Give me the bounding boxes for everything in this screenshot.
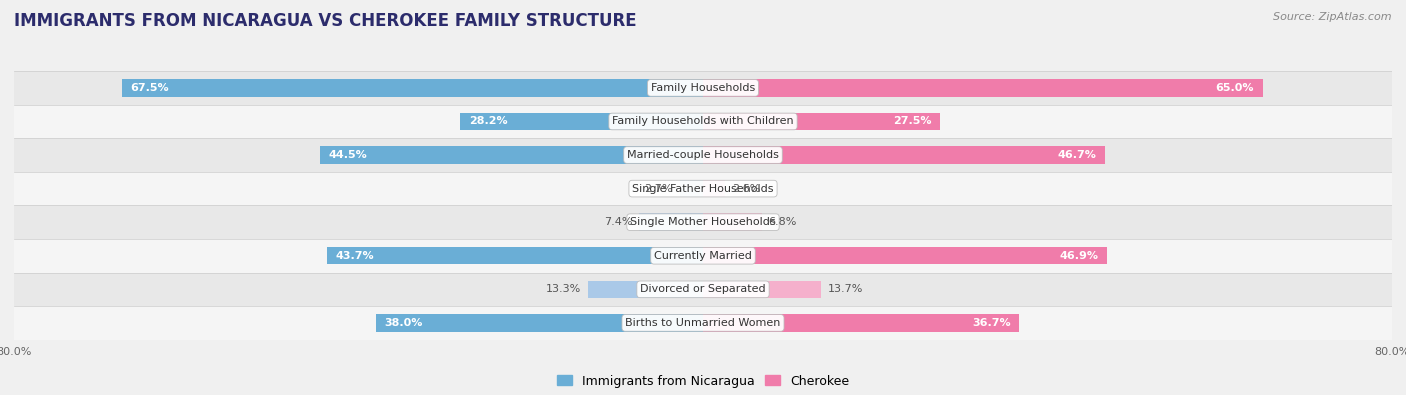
Text: 44.5%: 44.5% (329, 150, 367, 160)
Bar (703, 146, 1105, 164)
FancyBboxPatch shape (14, 306, 1392, 340)
Bar (703, 247, 1107, 265)
Text: Family Households: Family Households (651, 83, 755, 93)
Bar (679, 180, 703, 198)
Bar (640, 213, 703, 231)
Text: 7.4%: 7.4% (605, 217, 633, 227)
FancyBboxPatch shape (14, 205, 1392, 239)
FancyBboxPatch shape (14, 138, 1392, 172)
Text: 67.5%: 67.5% (131, 83, 169, 93)
Bar (460, 113, 703, 130)
Text: 65.0%: 65.0% (1216, 83, 1254, 93)
Text: 46.7%: 46.7% (1057, 150, 1097, 160)
Text: 2.7%: 2.7% (644, 184, 673, 194)
Bar (326, 247, 703, 265)
Bar (589, 280, 703, 298)
Text: Births to Unmarried Women: Births to Unmarried Women (626, 318, 780, 328)
Bar (703, 79, 1263, 97)
Text: Single Father Households: Single Father Households (633, 184, 773, 194)
Bar (319, 146, 703, 164)
Bar (122, 79, 703, 97)
Text: Single Mother Households: Single Mother Households (630, 217, 776, 227)
FancyBboxPatch shape (14, 71, 1392, 105)
Text: IMMIGRANTS FROM NICARAGUA VS CHEROKEE FAMILY STRUCTURE: IMMIGRANTS FROM NICARAGUA VS CHEROKEE FA… (14, 12, 637, 30)
Bar (375, 314, 703, 332)
Text: 38.0%: 38.0% (384, 318, 423, 328)
FancyBboxPatch shape (14, 273, 1392, 306)
Bar (703, 213, 762, 231)
Bar (703, 314, 1019, 332)
Text: 36.7%: 36.7% (972, 318, 1011, 328)
FancyBboxPatch shape (14, 239, 1392, 273)
Text: 46.9%: 46.9% (1059, 251, 1098, 261)
Text: 6.8%: 6.8% (769, 217, 797, 227)
Text: 13.3%: 13.3% (547, 284, 582, 294)
Text: Married-couple Households: Married-couple Households (627, 150, 779, 160)
Text: Divorced or Separated: Divorced or Separated (640, 284, 766, 294)
FancyBboxPatch shape (14, 172, 1392, 205)
Text: 13.7%: 13.7% (828, 284, 863, 294)
Legend: Immigrants from Nicaragua, Cherokee: Immigrants from Nicaragua, Cherokee (553, 370, 853, 393)
Bar (703, 113, 939, 130)
Text: 28.2%: 28.2% (468, 117, 508, 126)
Text: 43.7%: 43.7% (335, 251, 374, 261)
FancyBboxPatch shape (14, 105, 1392, 138)
Text: 27.5%: 27.5% (893, 117, 931, 126)
Text: Currently Married: Currently Married (654, 251, 752, 261)
Text: Source: ZipAtlas.com: Source: ZipAtlas.com (1274, 12, 1392, 22)
Text: Family Households with Children: Family Households with Children (612, 117, 794, 126)
Text: 2.6%: 2.6% (733, 184, 761, 194)
Bar (703, 280, 821, 298)
Bar (703, 180, 725, 198)
